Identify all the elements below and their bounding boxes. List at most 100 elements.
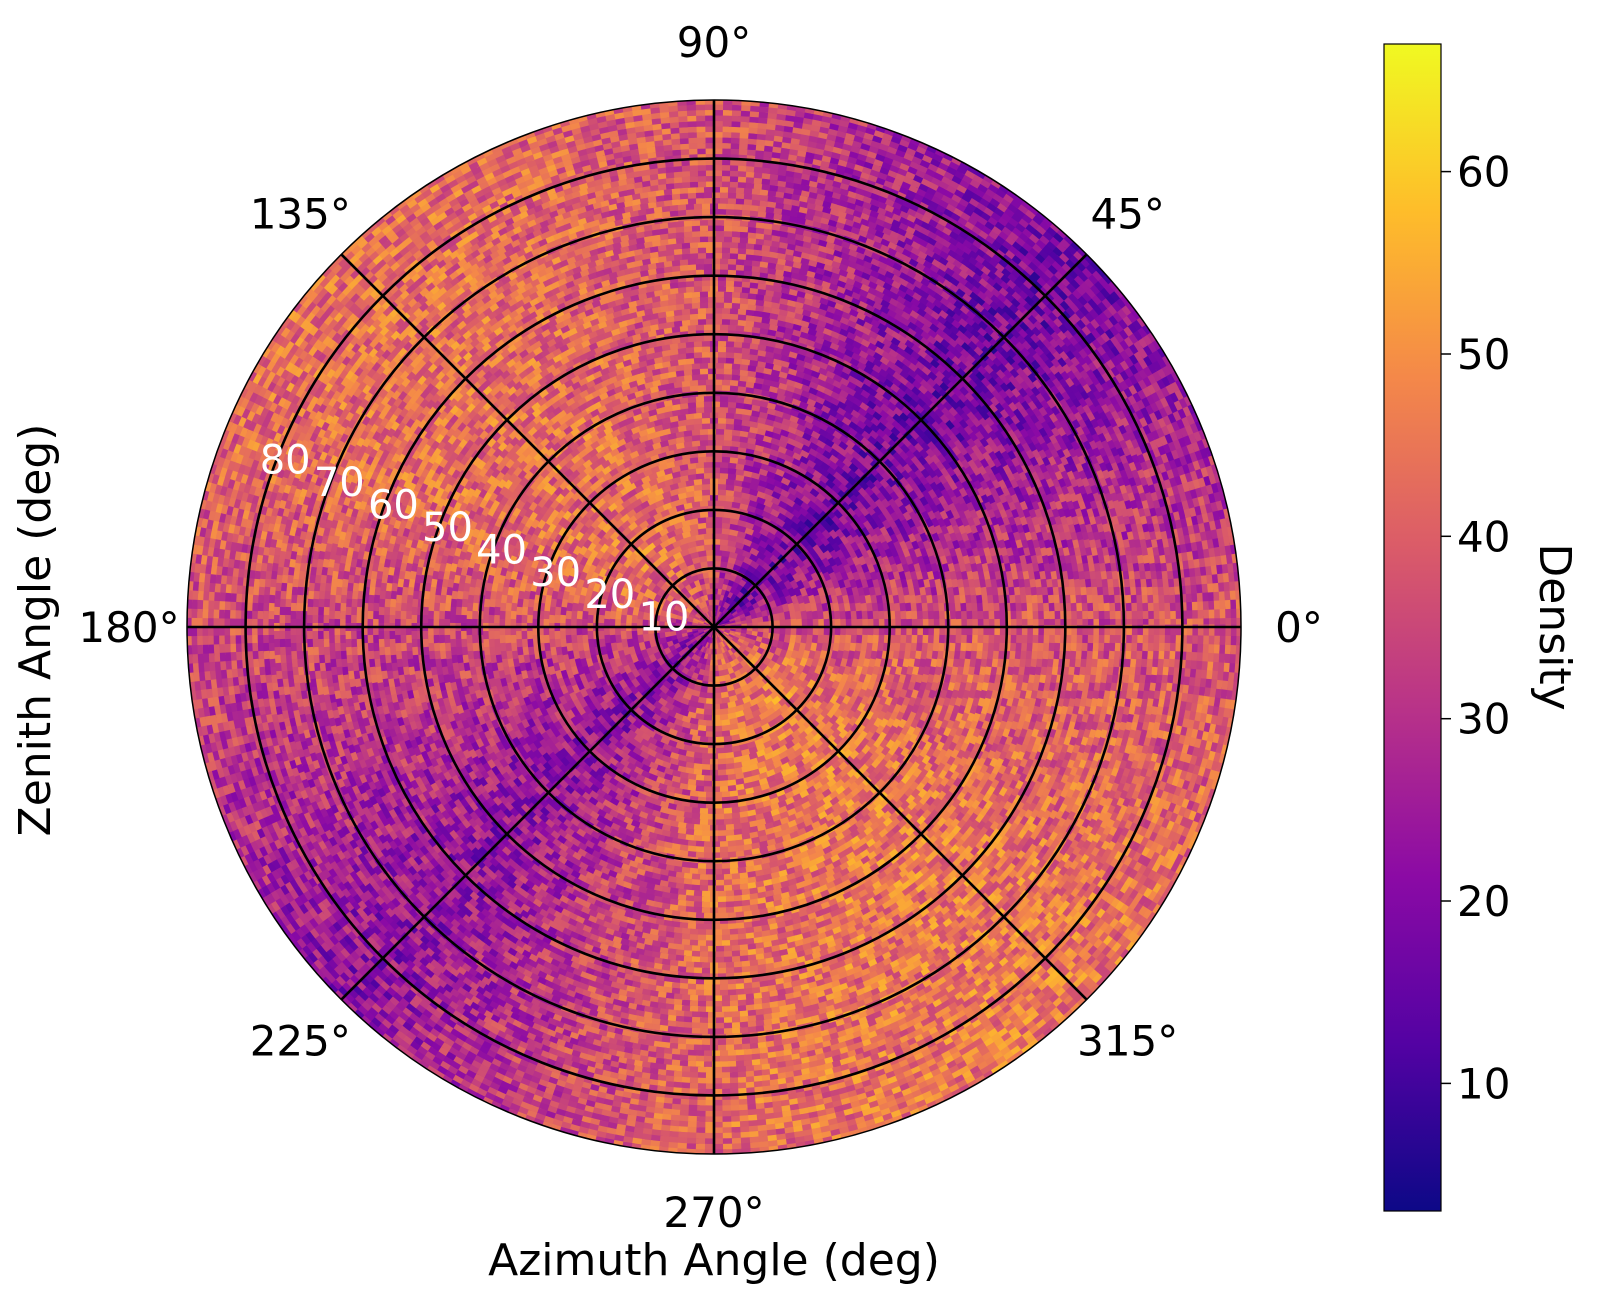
heatmap-cell [927, 633, 935, 644]
heatmap-cell [719, 623, 726, 626]
heatmap-cell [730, 647, 737, 654]
heatmap-cell [675, 675, 684, 685]
heatmap-cell [749, 608, 757, 616]
heatmap-cell [707, 637, 711, 643]
heatmap-cell [707, 617, 712, 623]
heatmap-cell [714, 687, 722, 694]
heatmap-cell [694, 649, 701, 656]
heatmap-cell [703, 622, 709, 626]
heatmap-cell [692, 617, 699, 622]
heatmap-cell [710, 406, 721, 413]
heatmap-cell [928, 617, 935, 627]
heatmap-cell [648, 653, 657, 664]
heatmap-cell [734, 633, 741, 639]
heatmap-cell [724, 623, 731, 626]
heatmap-cell [722, 434, 733, 441]
heatmap-cell [697, 696, 707, 704]
heatmap-cell [850, 634, 858, 644]
heatmap-cell [688, 613, 695, 619]
heatmap-cell [766, 593, 775, 603]
heatmap-cell [718, 636, 723, 643]
heatmap-cell [671, 545, 682, 555]
heatmap-cell [714, 698, 723, 705]
heatmap-cell [695, 785, 705, 792]
heatmap-cell [689, 638, 697, 644]
heatmap-cell [649, 639, 657, 648]
heatmap-cell [554, 614, 561, 624]
heatmap-cell [653, 593, 662, 603]
heatmap-cell [722, 578, 730, 586]
heatmap-cell [689, 551, 700, 560]
heatmap-cell [678, 607, 686, 614]
heatmap-cell [664, 631, 671, 638]
heatmap-cell [724, 630, 730, 634]
heatmap-cell [740, 561, 750, 570]
heatmap-cell [614, 627, 621, 636]
heatmap-cell [719, 675, 726, 682]
heatmap-cell [638, 641, 647, 652]
heatmap-cell [728, 633, 735, 639]
heatmap-cell [703, 472, 712, 479]
heatmap-cell [687, 595, 695, 603]
heatmap-cell [699, 736, 709, 743]
heatmap-cell [717, 824, 728, 831]
heatmap-cell [672, 551, 683, 561]
heatmap-cell [697, 621, 704, 625]
heatmap-cell [716, 423, 727, 430]
heatmap-cell [719, 702, 729, 710]
heatmap-cell [755, 686, 766, 697]
heatmap-cell [703, 670, 710, 677]
heatmap-cell [911, 617, 918, 627]
heatmap-cell [718, 629, 724, 634]
heatmap-cell [716, 747, 725, 754]
heatmap-cell [526, 614, 533, 624]
heatmap-cell [708, 577, 714, 584]
heatmap-cell [736, 607, 743, 614]
heatmap-cell [763, 620, 770, 627]
heatmap-cell [905, 633, 913, 644]
heatmap-cell [703, 714, 713, 721]
heatmap-cell [755, 635, 763, 643]
heatmap-cell [743, 663, 752, 672]
heatmap-cell [679, 548, 690, 557]
heatmap-cell [785, 618, 792, 627]
heatmap-cell [718, 599, 723, 607]
heatmap-cell [716, 631, 721, 637]
heatmap-cell [707, 611, 711, 617]
heatmap-cell [678, 684, 688, 693]
heatmap-cell [900, 617, 907, 627]
heatmap-cell [767, 584, 777, 594]
heatmap-cell [727, 613, 734, 619]
heatmap-cell [734, 643, 741, 650]
heatmap-cell [697, 550, 707, 558]
heatmap-cell [691, 639, 698, 646]
heatmap-cell [702, 675, 710, 682]
heatmap-cell [694, 655, 701, 663]
heatmap-cell [666, 676, 676, 686]
heatmap-cell [696, 662, 703, 670]
heatmap-cell [726, 401, 737, 409]
heatmap-cell [697, 644, 704, 652]
heatmap-cell [680, 643, 688, 650]
heatmap-cell [710, 615, 713, 622]
heatmap-cell [703, 621, 710, 625]
heatmap-cell [762, 657, 772, 666]
heatmap-cell [698, 555, 708, 563]
heatmap-cell [779, 595, 788, 605]
heatmap-cell [716, 593, 721, 601]
heatmap-cell [704, 629, 710, 634]
heatmap-cell [856, 634, 863, 644]
heatmap-cell [727, 701, 737, 709]
heatmap-cell [676, 582, 685, 591]
heatmap-cell [775, 588, 785, 598]
heatmap-cell [670, 613, 678, 620]
heatmap-cell [710, 401, 721, 408]
heatmap-cell [717, 642, 721, 649]
heatmap-cell [700, 615, 706, 621]
heatmap-cell [778, 633, 786, 642]
heatmap-cell [762, 615, 769, 622]
heatmap-cell [676, 615, 683, 621]
heatmap-cell [762, 555, 773, 566]
heatmap-cell [665, 555, 676, 565]
